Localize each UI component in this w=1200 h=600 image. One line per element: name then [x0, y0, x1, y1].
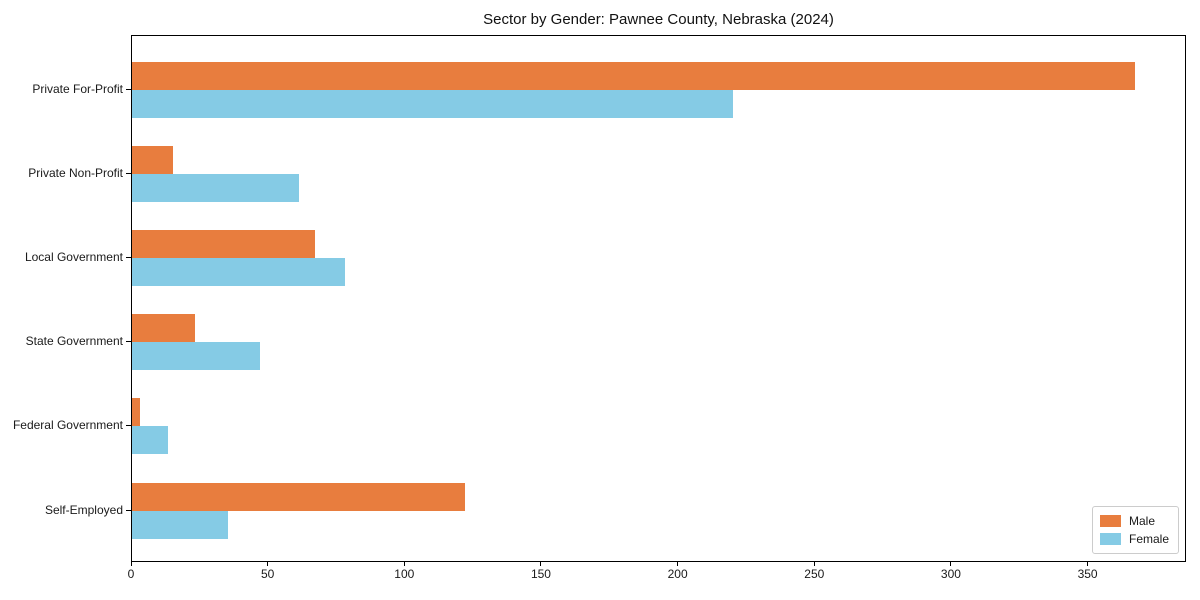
y-tick-mark [126, 425, 131, 427]
bar-female-3 [132, 257, 345, 286]
legend: Male Female [1091, 506, 1179, 554]
y-tick-mark [126, 341, 131, 343]
y-tick-label: Self-Employed [44, 502, 123, 517]
x-tick-label: 300 [940, 567, 961, 581]
x-tick-label: 200 [667, 567, 688, 581]
bar-male-2 [132, 145, 173, 174]
y-tick-label: Private For-Profit [32, 81, 123, 96]
legend-label: Male [1128, 514, 1155, 528]
bar-male-6 [132, 482, 465, 511]
x-tick-label: 150 [530, 567, 551, 581]
legend-label: Female [1128, 532, 1169, 546]
legend-entry-female: Female [1099, 530, 1169, 548]
bar-male-5 [132, 398, 140, 427]
bar-male-1 [132, 61, 1135, 90]
x-tick-label: 350 [1077, 567, 1098, 581]
x-tick-mark [403, 562, 405, 566]
bar-female-5 [132, 426, 168, 455]
bar-female-4 [132, 342, 260, 371]
bar-male-3 [132, 229, 315, 258]
x-tick-mark [950, 562, 952, 566]
y-tick-label: State Government [25, 334, 123, 349]
x-tick-mark [813, 562, 815, 566]
x-tick-mark [540, 562, 542, 566]
bar-female-2 [132, 173, 299, 202]
y-tick-mark [126, 256, 131, 258]
y-tick-label: Local Government [24, 249, 123, 264]
y-tick-mark [126, 172, 131, 174]
x-tick-label: 0 [127, 567, 135, 581]
legend-swatch-male [1099, 515, 1121, 527]
chart-title: Sector by Gender: Pawnee County, Nebrask… [483, 11, 834, 28]
x-tick-mark [267, 562, 269, 566]
legend-entry-male: Male [1099, 512, 1169, 530]
y-tick-mark [126, 88, 131, 90]
x-tick-label: 100 [394, 567, 415, 581]
bar-female-1 [132, 89, 733, 118]
legend-swatch-female [1099, 533, 1121, 545]
x-tick-mark [677, 562, 679, 566]
bar-male-4 [132, 314, 195, 343]
x-tick-mark [1087, 562, 1089, 566]
plot-area: Male Female [131, 35, 1186, 562]
bar-female-6 [132, 510, 228, 539]
x-tick-mark [130, 562, 132, 566]
y-tick-mark [126, 509, 131, 511]
y-tick-label: Private Non-Profit [28, 165, 123, 180]
x-tick-label: 250 [804, 567, 825, 581]
y-tick-label: Federal Government [12, 418, 123, 433]
x-tick-label: 50 [260, 567, 275, 581]
